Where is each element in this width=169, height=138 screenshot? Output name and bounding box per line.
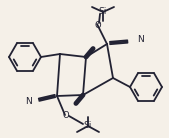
Text: O: O xyxy=(95,21,101,30)
Text: N: N xyxy=(25,98,31,107)
Text: Si: Si xyxy=(84,121,92,131)
Text: O: O xyxy=(63,111,69,120)
Text: N: N xyxy=(137,35,143,44)
Text: Si: Si xyxy=(99,7,107,17)
